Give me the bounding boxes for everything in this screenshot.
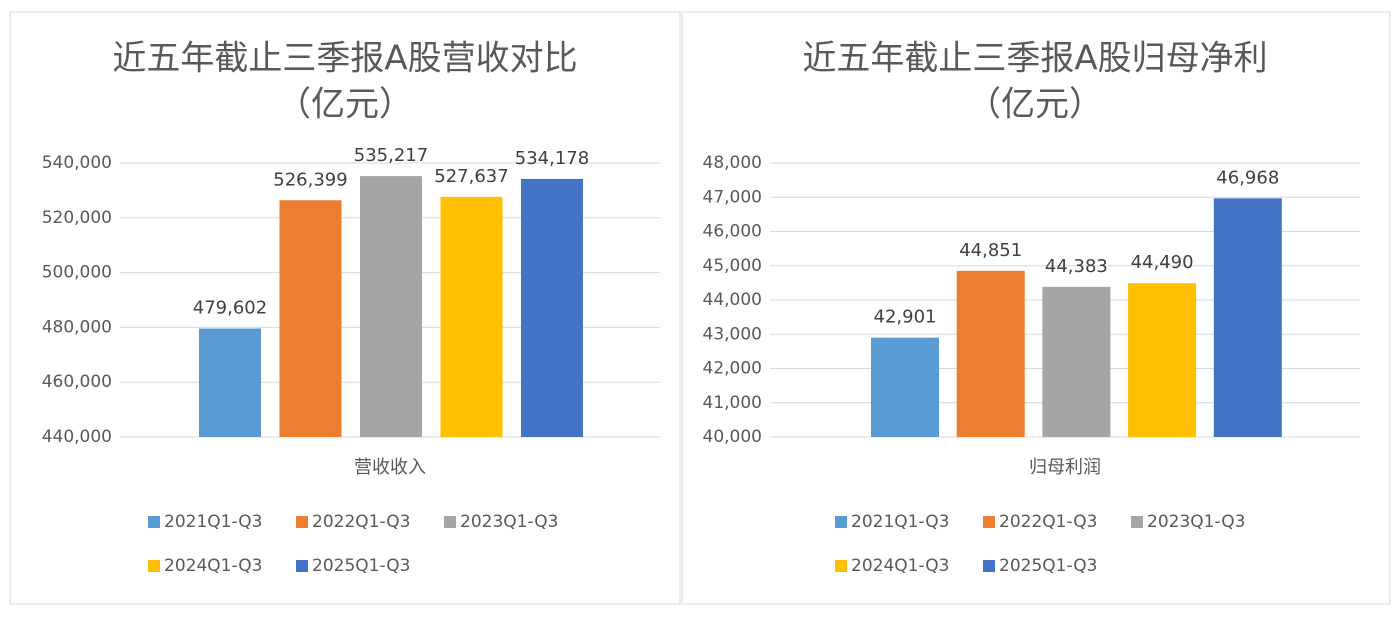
bar bbox=[1128, 283, 1197, 437]
legend-label: 2024Q1-Q3 bbox=[164, 556, 262, 576]
legend-label: 2025Q1-Q3 bbox=[312, 556, 410, 576]
legend-swatch bbox=[444, 516, 456, 528]
value-label: 42,901 bbox=[874, 307, 937, 328]
legend-label: 2023Q1-Q3 bbox=[460, 512, 558, 532]
value-label: 479,602 bbox=[193, 297, 267, 318]
bar bbox=[360, 176, 422, 438]
y-tick-label: 48,000 bbox=[703, 153, 762, 173]
chart-subtitle: （亿元） bbox=[277, 85, 413, 125]
legend-label: 2025Q1-Q3 bbox=[999, 556, 1097, 576]
y-tick-label: 41,000 bbox=[703, 393, 762, 413]
y-tick-label: 43,000 bbox=[703, 324, 762, 344]
chart-title: 近五年截止三季报A股归母净利 bbox=[802, 39, 1267, 79]
y-tick-label: 540,000 bbox=[42, 153, 112, 173]
value-label: 535,217 bbox=[354, 145, 428, 166]
bar bbox=[279, 200, 342, 437]
value-label: 44,851 bbox=[959, 240, 1022, 261]
value-label: 534,178 bbox=[515, 148, 589, 169]
y-tick-label: 460,000 bbox=[42, 372, 112, 392]
value-label: 526,399 bbox=[273, 169, 347, 190]
legend-label: 2021Q1-Q3 bbox=[164, 512, 262, 532]
bar bbox=[1042, 286, 1111, 437]
legend-label: 2024Q1-Q3 bbox=[851, 556, 949, 576]
y-tick-label: 500,000 bbox=[42, 263, 112, 283]
bar bbox=[440, 196, 503, 437]
legend-swatch bbox=[835, 560, 847, 572]
bar bbox=[521, 178, 583, 438]
legend-swatch bbox=[983, 516, 995, 528]
legend-label: 2022Q1-Q3 bbox=[999, 512, 1097, 532]
legend-swatch bbox=[983, 560, 995, 572]
y-tick-label: 47,000 bbox=[703, 187, 762, 207]
value-label: 44,490 bbox=[1131, 252, 1194, 273]
y-tick-label: 520,000 bbox=[42, 208, 112, 228]
legend-swatch bbox=[1131, 516, 1143, 528]
legend-label: 2022Q1-Q3 bbox=[312, 512, 410, 532]
chart-subtitle: （亿元） bbox=[967, 85, 1103, 125]
bar bbox=[1213, 198, 1282, 437]
y-tick-label: 440,000 bbox=[42, 427, 112, 447]
bar bbox=[871, 337, 939, 437]
x-tick-label: 营收收入 bbox=[354, 457, 426, 478]
legend-label: 2021Q1-Q3 bbox=[851, 512, 949, 532]
legend-swatch bbox=[296, 516, 308, 528]
value-label: 44,383 bbox=[1045, 256, 1108, 277]
bar bbox=[956, 270, 1025, 437]
y-tick-label: 40,000 bbox=[703, 427, 762, 447]
y-tick-label: 42,000 bbox=[703, 359, 762, 379]
legend-swatch bbox=[835, 516, 847, 528]
legend-label: 2023Q1-Q3 bbox=[1147, 512, 1245, 532]
bar bbox=[199, 328, 261, 437]
y-tick-label: 44,000 bbox=[703, 290, 762, 310]
y-tick-label: 45,000 bbox=[703, 256, 762, 276]
legend-swatch bbox=[148, 560, 160, 572]
value-label: 527,637 bbox=[434, 166, 508, 187]
chart-title: 近五年截止三季报A股营收对比 bbox=[112, 39, 577, 79]
y-tick-label: 480,000 bbox=[42, 317, 112, 337]
value-label: 46,968 bbox=[1216, 167, 1279, 188]
x-tick-label: 归母利润 bbox=[1029, 457, 1101, 478]
legend-swatch bbox=[296, 560, 308, 572]
legend-swatch bbox=[148, 516, 160, 528]
y-tick-label: 46,000 bbox=[703, 222, 762, 242]
